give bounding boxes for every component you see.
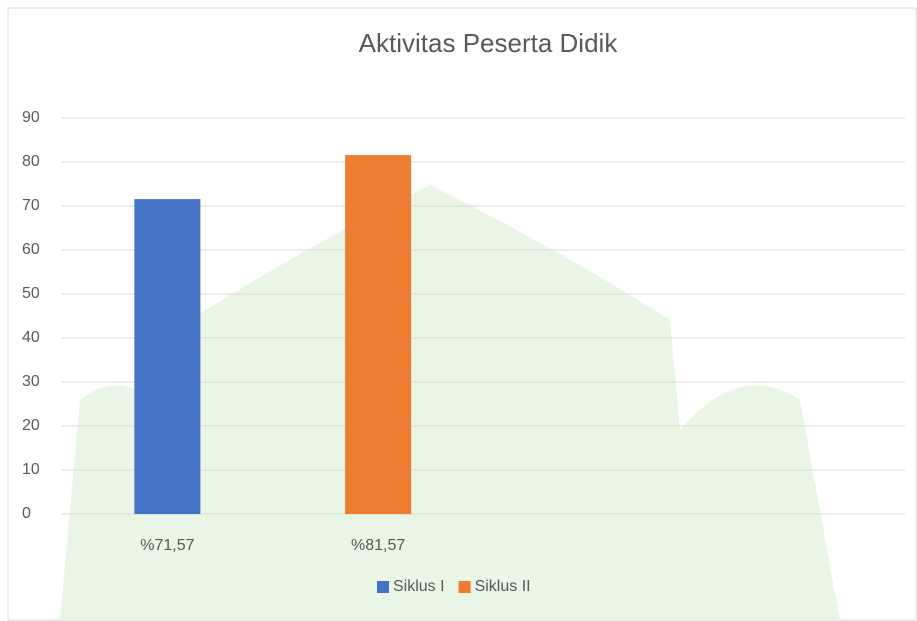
- y-tick-label: 90: [22, 109, 40, 126]
- legend-swatch: [377, 581, 389, 593]
- chart: Aktivitas Peserta Didik 0 10 20 30 40 50 60 70 8…: [0, 0, 917, 621]
- y-tick-label: 30: [22, 373, 40, 390]
- y-tick-label: 0: [22, 505, 31, 522]
- bar: [134, 199, 200, 514]
- y-tick-label: 40: [22, 329, 40, 346]
- x-tick-label: %81,57: [351, 537, 405, 554]
- y-tick-label: 10: [22, 461, 40, 478]
- page: {"chart_data": {"type": "bar", "title": …: [0, 0, 917, 621]
- legend-swatch: [459, 581, 471, 593]
- bar: [345, 155, 411, 514]
- x-tick-label: %71,57: [140, 537, 194, 554]
- y-tick-label: 60: [22, 241, 40, 258]
- legend-label: Siklus II: [475, 578, 531, 595]
- legend-label: Siklus I: [393, 578, 445, 595]
- y-tick-label: 50: [22, 285, 40, 302]
- y-tick-label: 80: [22, 153, 40, 170]
- chart-title: Aktivitas Peserta Didik: [359, 28, 619, 58]
- y-tick-label: 70: [22, 197, 40, 214]
- y-tick-label: 20: [22, 417, 40, 434]
